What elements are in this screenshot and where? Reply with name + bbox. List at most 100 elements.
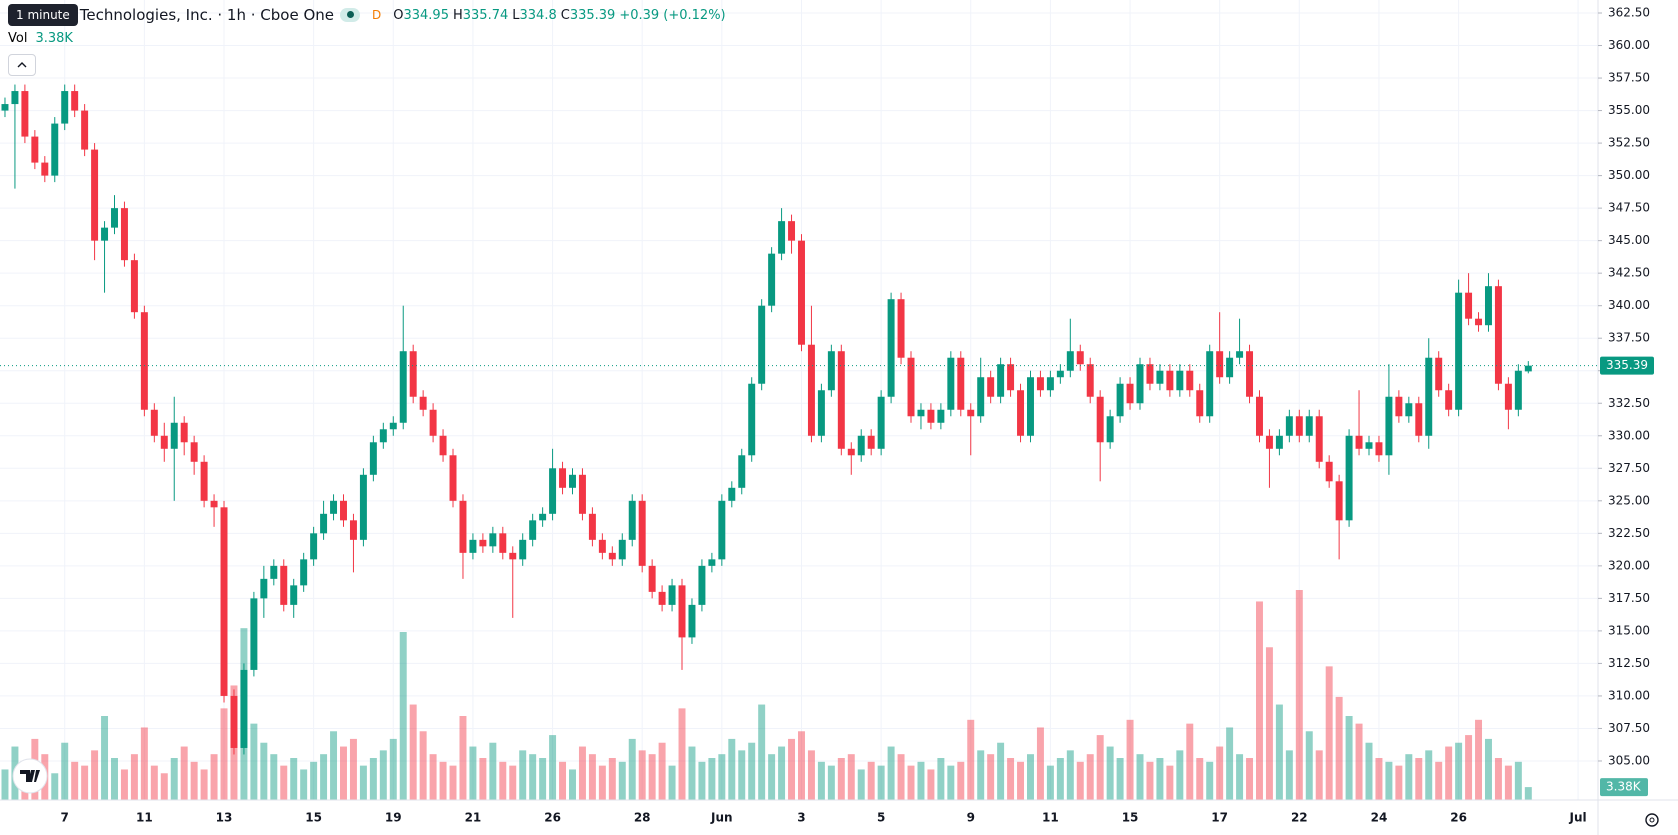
volume-bar xyxy=(578,746,586,800)
chevron[interactable] xyxy=(9,55,35,75)
volume-bar xyxy=(111,758,118,800)
y-tick-label: 315.00 xyxy=(1608,623,1650,637)
x-tick-label: 22 xyxy=(1291,811,1308,825)
candle-body xyxy=(409,351,417,397)
candle-body xyxy=(1465,292,1473,319)
candle-body xyxy=(688,604,696,638)
gear-hub[interactable] xyxy=(1649,817,1655,823)
candle-body xyxy=(81,110,89,150)
volume-bar xyxy=(598,765,606,800)
volume-bar xyxy=(748,742,756,800)
candle-body xyxy=(200,461,208,501)
chevron-path[interactable] xyxy=(17,62,27,68)
candle-body xyxy=(1136,364,1144,404)
x-tick-label: 3 xyxy=(797,811,805,825)
volume-bar xyxy=(678,708,686,800)
y-tick-label: 310.00 xyxy=(1608,688,1650,702)
candle-body xyxy=(738,455,746,488)
volume-bar xyxy=(300,769,308,800)
candle-body xyxy=(120,208,128,261)
y-tick-label: 352.50 xyxy=(1608,136,1650,150)
volume-bar xyxy=(837,758,845,800)
candle-body xyxy=(987,377,995,397)
candle-body xyxy=(1166,370,1174,391)
candle-body xyxy=(1027,377,1034,436)
candle-body xyxy=(111,208,118,228)
candle-body xyxy=(250,598,258,670)
volume-bar xyxy=(1425,750,1433,800)
volume-bar xyxy=(369,758,377,800)
candle-body xyxy=(569,474,576,488)
candle-body xyxy=(618,539,626,560)
x-tick-label: 11 xyxy=(1042,811,1059,825)
volume-bar xyxy=(1415,758,1423,800)
volume-bar xyxy=(290,758,298,800)
candle-body xyxy=(1335,481,1343,521)
candle-body xyxy=(280,565,288,605)
volume-bar xyxy=(389,738,397,800)
volume-bar xyxy=(638,750,646,800)
volume-bar xyxy=(51,773,59,800)
volume-bar xyxy=(379,750,387,800)
candle-body xyxy=(389,422,397,430)
candle-body xyxy=(1345,435,1353,521)
volume-bar xyxy=(449,765,457,800)
volume-bar xyxy=(1375,758,1383,800)
candle-body xyxy=(817,390,825,436)
gear[interactable] xyxy=(1645,813,1659,827)
candle-body xyxy=(1156,370,1164,384)
candle-body xyxy=(31,136,39,163)
volume-bar xyxy=(798,731,805,800)
volume-bar xyxy=(399,632,407,800)
last-price-tag xyxy=(1600,356,1654,375)
candle-body xyxy=(51,123,59,176)
candle-body xyxy=(1375,442,1383,456)
status-dot[interactable] xyxy=(340,8,360,22)
volume-bar xyxy=(509,765,517,800)
volume-bar xyxy=(1066,750,1074,800)
x-tick-label: 15 xyxy=(305,811,322,825)
candle-body xyxy=(449,455,457,501)
y-tick-label: 325.00 xyxy=(1608,493,1650,507)
candle-body xyxy=(1475,318,1483,326)
volume-bar xyxy=(648,754,656,800)
volume-bar xyxy=(170,758,178,800)
volume-bar xyxy=(260,742,268,800)
volume-bar xyxy=(1076,761,1084,800)
candle-body xyxy=(658,591,666,605)
candle-body xyxy=(270,565,278,579)
volume-bar xyxy=(479,758,487,800)
candle-body xyxy=(1046,377,1054,391)
volume-bar xyxy=(718,754,726,800)
x-tick-label: 26 xyxy=(1450,811,1467,825)
volume-bar xyxy=(608,758,616,800)
volume-bar xyxy=(708,758,716,800)
volume-bar xyxy=(1116,758,1124,800)
candle-body xyxy=(290,585,298,605)
candle-body xyxy=(369,442,377,475)
symbol-title: Technologies, Inc. · 1h · Cboe One xyxy=(79,6,334,24)
candle-body xyxy=(1325,461,1333,482)
volume-bar xyxy=(817,761,825,800)
volume-bar xyxy=(310,761,318,800)
volume-bar xyxy=(101,716,109,800)
candle-body xyxy=(857,435,865,456)
volume-bar xyxy=(947,765,955,800)
candle-body xyxy=(947,357,955,410)
candle-body xyxy=(150,409,158,436)
candle-body xyxy=(798,240,805,345)
candle-body xyxy=(1056,370,1064,378)
candle-body xyxy=(1484,286,1492,326)
settings-icon[interactable] xyxy=(1645,813,1659,827)
y-tick-label: 332.50 xyxy=(1608,396,1650,410)
volume-bar xyxy=(160,773,168,800)
candle-body xyxy=(837,351,845,449)
x-tick-label: 19 xyxy=(385,811,402,825)
candle-body xyxy=(1425,357,1433,436)
candle-body xyxy=(459,500,467,553)
collapse-button[interactable] xyxy=(8,54,36,76)
candle-body xyxy=(1504,383,1512,410)
volume-bar xyxy=(1305,731,1313,800)
